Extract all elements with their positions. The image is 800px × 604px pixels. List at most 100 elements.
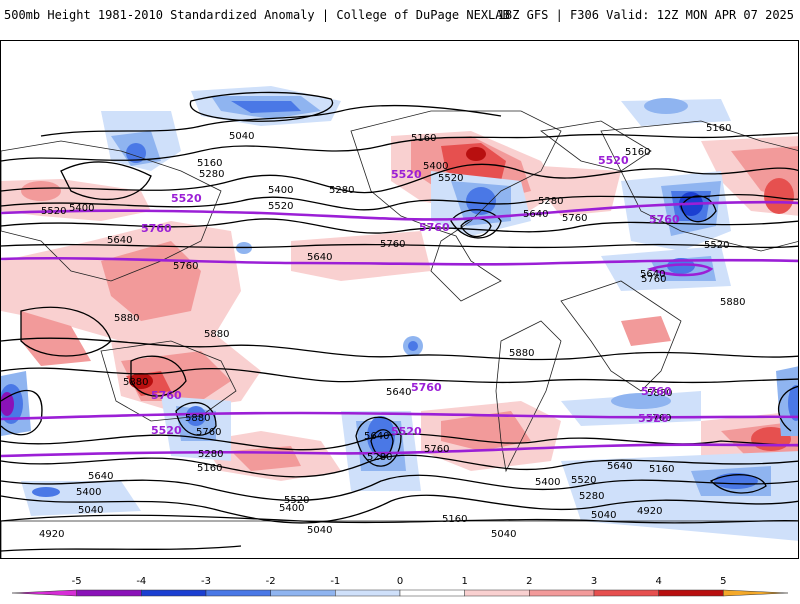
colorbar-swatch [11,589,77,597]
contour-label: 5040 [229,131,254,142]
contour-label: 5280 [199,169,224,180]
colorbar-tick-label: -5 [72,576,82,587]
run-info: 18Z GFS | F306 Valid: 12Z MON APR 07 202… [497,8,794,22]
contour-label: 5520 [41,206,66,217]
highlight-label: 5760 [419,221,450,234]
contour-label: 5640 [607,461,632,472]
highlight-label: 5520 [391,425,422,438]
contour-label: 5760 [380,239,405,250]
colorbar-swatch [76,589,142,597]
contour-label: 5760 [646,413,671,424]
header: 500mb Height 1981-2010 Standardized Anom… [0,0,800,34]
contour-label: 5640 [386,387,411,398]
coastlines [1,110,798,558]
contour-label: 5520 [571,475,596,486]
highlight-label: 5760 [641,385,672,398]
colorbar-tick-label: -2 [266,576,276,587]
map-title: 500mb Height 1981-2010 Standardized Anom… [4,8,510,22]
colorbar-swatch [529,589,595,597]
contour-label: 5280 [538,196,563,207]
highlight-labels: 5520 5520 5520 5760 5760 5760 5760 5760 … [141,154,680,438]
contour-label: 5160 [625,147,650,158]
contour-label: 5280 [198,449,223,460]
contour-label: 5280 [329,185,354,196]
colorbar-swatch [270,589,336,597]
contour-label: 5400 [69,203,94,214]
colorbar: -5 -4 -3 -2 -1 0 1 2 3 4 5 [0,570,800,600]
highlight-label: 5760 [649,213,680,226]
colorbar-tick-label: 4 [655,576,661,587]
contour-label: 5760 [641,274,666,285]
contour-label: 5760 [562,213,587,224]
contour-label: 5640 [107,235,132,246]
contour-label: 5280 [367,452,392,463]
colorbar-swatch [658,589,724,597]
contour-label: 5880 [185,413,210,424]
colorbar-swatch [723,589,789,597]
contour-label: 5640 [523,209,548,220]
contour-label: 5160 [411,133,436,144]
contour-label: 5160 [442,514,467,525]
contour-label: 5880 [114,313,139,324]
highlight-label: 5760 [141,222,172,235]
highlight-label: 5520 [151,424,182,437]
negative-anomaly-shading [1,86,798,541]
colorbar-swatch [593,589,659,597]
contour-label: 5160 [197,158,222,169]
contour-label: 4920 [39,529,64,540]
contour-label: 5040 [491,529,516,540]
colorbar-swatch [335,589,401,597]
contour-label: 5400 [268,185,293,196]
colorbar-tick-label: -4 [136,576,146,587]
colorbar-tick-label: 5 [720,576,726,587]
contour-label: 5760 [424,444,449,455]
colorbar-swatch [464,589,530,597]
highlight-label: 5520 [598,154,629,167]
contour-label: 5640 [307,252,332,263]
contour-label: 5880 [204,329,229,340]
contour-label: 5880 [123,377,148,388]
contour-label: 5520 [284,495,309,506]
contour-label: 5880 [647,388,672,399]
colorbar-tick-label: 3 [591,576,597,587]
contour-label: 4920 [637,506,662,517]
colorbar-tick-label: 2 [526,576,532,587]
contour-label: 5760 [196,427,221,438]
highlight-contours [1,200,798,458]
colorbar-swatch [205,589,271,597]
contour-label: 5640 [88,471,113,482]
highlight-label: 5520 [171,192,202,205]
contour-label: 5760 [173,261,198,272]
anomaly-map: 5040 5160 5160 5160 5160 5280 5280 5280 … [1,86,798,558]
contour-labels: 5040 5160 5160 5160 5160 5280 5280 5280 … [39,123,745,540]
contour-label: 5040 [307,525,332,536]
contour-label: 5880 [509,348,534,359]
contour-label: 5280 [579,491,604,502]
contour-label: 5640 [640,269,665,280]
colorbar-tick-label: -1 [330,576,340,587]
highlight-label: 5520 [638,412,669,425]
colorbar-ticks: -5 -4 -3 -2 -1 0 1 2 3 4 5 [72,576,727,587]
contour-label: 5400 [76,487,101,498]
contour-label: 5520 [704,240,729,251]
highlight-label: 5760 [151,389,182,402]
contour-label: 5040 [78,505,103,516]
contour-label: 5160 [197,463,222,474]
contour-label: 5400 [423,161,448,172]
highlight-label: 5520 [391,168,422,181]
contour-label: 5400 [535,477,560,488]
colorbar-tick-label: -3 [201,576,211,587]
contour-label: 5160 [706,123,731,134]
contour-label: 5040 [591,510,616,521]
highlight-label: 5760 [411,381,442,394]
map-panel[interactable]: 5040 5160 5160 5160 5160 5280 5280 5280 … [0,40,799,559]
colorbar-tick-label: 0 [397,576,403,587]
contour-label: 5400 [279,503,304,514]
colorbar-tick-label: 1 [461,576,467,587]
contour-label: 5520 [438,173,463,184]
contour-label: 5640 [364,431,389,442]
contour-label: 5880 [720,297,745,308]
colorbar-swatch [399,589,465,597]
contour-label: 5160 [649,464,674,475]
contour-label: 5520 [268,201,293,212]
